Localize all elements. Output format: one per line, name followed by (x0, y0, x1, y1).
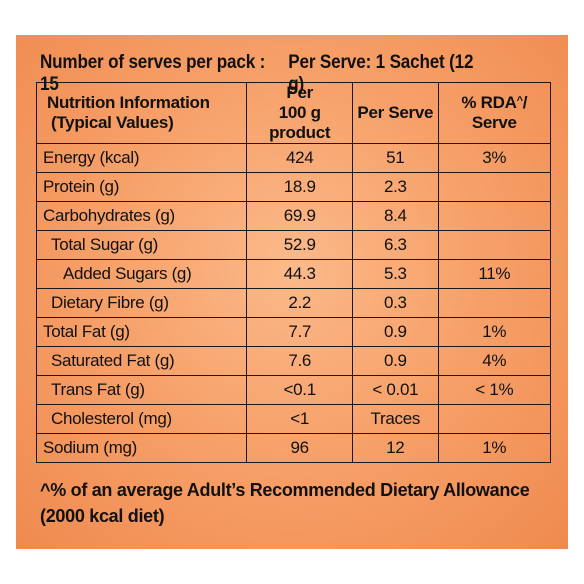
table-row: Cholesterol (mg) <1 Traces (35, 404, 552, 434)
nutrient-name: Total Sugar (g) (35, 230, 248, 260)
table-row: Dietary Fibre (g) 2.2 0.3 (35, 288, 552, 318)
per-serve-value: Traces (352, 404, 439, 434)
footnote-line1: ^% of an average Adult’s Recommended Die… (40, 480, 530, 500)
footnote-line2: (2000 kcal diet) (40, 506, 165, 526)
per-100g-value: <1 (246, 404, 354, 434)
per-100g-value: 69.9 (246, 201, 354, 231)
nutrition-table: Nutrition Information (Typical Values) P… (35, 82, 552, 463)
per-serve-value: < 0.01 (352, 375, 439, 405)
per-100g-value: 52.9 (246, 230, 354, 260)
per-100g-value: 18.9 (246, 172, 354, 202)
per-serve-value: 12 (352, 433, 439, 463)
nutrient-name: Cholesterol (mg) (35, 404, 248, 434)
rda-value: 1% (437, 317, 552, 347)
rda-value (437, 404, 552, 434)
table-row: Sodium (mg) 96 12 1% (35, 433, 552, 463)
nutrient-name: Sodium (mg) (35, 433, 248, 463)
per-100g-value: <0.1 (246, 375, 354, 405)
nutrient-name: Protein (g) (35, 172, 248, 202)
per-serve-value: 2.3 (352, 172, 439, 202)
col-header-nutrient-line1: Nutrition Information (47, 93, 210, 112)
nutrition-rows: Energy (kcal) 424 51 3% Protein (g) 18.9 2.3 Ca… (35, 143, 552, 463)
table-row: Protein (g) 18.9 2.3 (35, 172, 552, 202)
table-row: Total Sugar (g) 52.9 6.3 (35, 230, 552, 260)
rda-caret: ^ (516, 95, 523, 107)
table-header-row: Nutrition Information (Typical Values) P… (35, 82, 552, 144)
rda-value: 3% (437, 143, 552, 173)
per-100g-value: 7.7 (246, 317, 354, 347)
footnote: ^% of an average Adult’s Recommended Die… (40, 477, 550, 529)
per-serve-value: 51 (352, 143, 439, 173)
nutrient-name: Dietary Fibre (g) (35, 288, 248, 318)
per-serve-value: 0.9 (352, 346, 439, 376)
table-row: Energy (kcal) 424 51 3% (35, 143, 552, 173)
col-header-per-100g-line2: 100 g product (269, 103, 331, 142)
rda-label: % RDA (461, 93, 517, 112)
per-serve-value: 8.4 (352, 201, 439, 231)
rda-value: 1% (437, 433, 552, 463)
rda-value: 11% (437, 259, 552, 289)
per-100g-value: 44.3 (246, 259, 354, 289)
nutrient-name: Added Sugars (g) (35, 259, 248, 289)
col-header-per-serve: Per Serve (352, 82, 439, 144)
rda-value: < 1% (437, 375, 552, 405)
rda-value (437, 172, 552, 202)
per-serve-value: 0.9 (352, 317, 439, 347)
table-row: Trans Fat (g) <0.1 < 0.01 < 1% (35, 375, 552, 405)
col-header-rda: % RDA^/ Serve (437, 82, 552, 144)
per-100g-value: 2.2 (246, 288, 354, 318)
table-row: Carbohydrates (g) 69.9 8.4 (35, 201, 552, 231)
rda-value (437, 201, 552, 231)
per-100g-value: 424 (246, 143, 354, 173)
rda-value: 4% (437, 346, 552, 376)
rda-value (437, 288, 552, 318)
col-header-nutrient-line2: (Typical Values) (51, 113, 174, 132)
nutrition-panel: Number of serves per pack : 15 Per Serve… (16, 35, 568, 549)
table-row: Added Sugars (g) 44.3 5.3 11% (35, 259, 552, 289)
per-serve-value: 0.3 (352, 288, 439, 318)
per-100g-value: 96 (246, 433, 354, 463)
col-header-nutrient: Nutrition Information (Typical Values) (35, 82, 248, 144)
table-row: Saturated Fat (g) 7.6 0.9 4% (35, 346, 552, 376)
nutrient-name: Trans Fat (g) (35, 375, 248, 405)
nutrient-name: Saturated Fat (g) (35, 346, 248, 376)
per-serve-value: 5.3 (352, 259, 439, 289)
nutrient-name: Carbohydrates (g) (35, 201, 248, 231)
rda-value (437, 230, 552, 260)
per-100g-value: 7.6 (246, 346, 354, 376)
per-serve-value: 6.3 (352, 230, 439, 260)
nutrient-name: Total Fat (g) (35, 317, 248, 347)
rda-suffix: / Serve (471, 93, 528, 132)
col-header-per-100g-line1: Per (286, 83, 313, 102)
col-header-per-100g: Per 100 g product (246, 82, 354, 144)
nutrient-name: Energy (kcal) (35, 143, 248, 173)
table-row: Total Fat (g) 7.7 0.9 1% (35, 317, 552, 347)
